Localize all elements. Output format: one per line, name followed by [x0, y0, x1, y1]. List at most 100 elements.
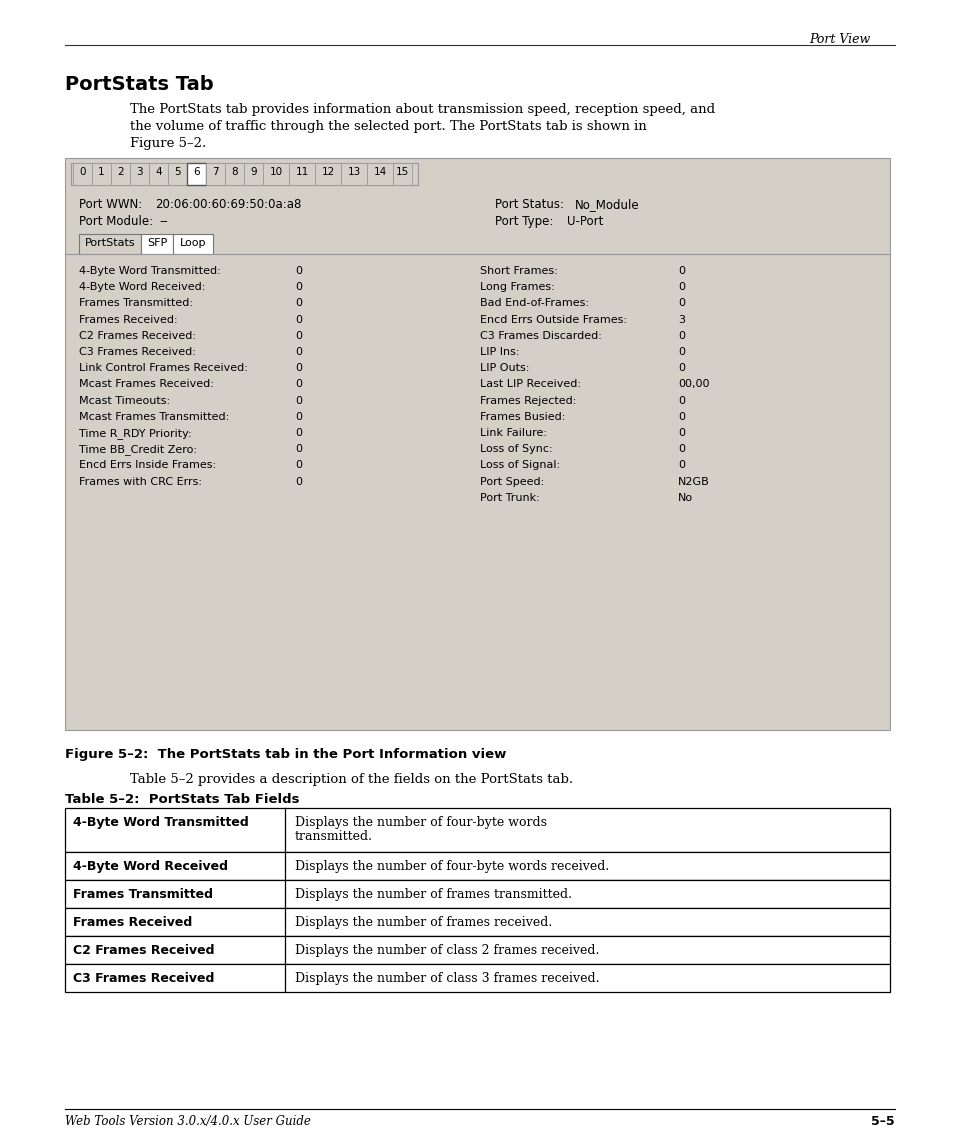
Text: 4-Byte Word Transmitted: 4-Byte Word Transmitted [73, 816, 249, 829]
Text: Frames Transmitted: Frames Transmitted [73, 889, 213, 901]
Text: PortStats Tab: PortStats Tab [65, 76, 213, 94]
Text: 1: 1 [98, 167, 105, 177]
Text: 0: 0 [294, 266, 302, 276]
Text: 0: 0 [294, 428, 302, 439]
Text: the volume of traffic through the selected port. The PortStats tab is shown in: the volume of traffic through the select… [130, 120, 646, 133]
Text: Time R_RDY Priority:: Time R_RDY Priority: [79, 428, 192, 439]
Text: 4-Byte Word Transmitted:: 4-Byte Word Transmitted: [79, 266, 220, 276]
Bar [314, 163, 340, 185]
Bar [172, 234, 213, 254]
Text: 0: 0 [294, 282, 302, 292]
Bar [65, 158, 889, 731]
Bar [65, 935, 889, 964]
Text: LIP Ins:: LIP Ins: [479, 347, 519, 357]
Text: 8: 8 [231, 167, 237, 177]
Text: 20:06:00:60:69:50:0a:a8: 20:06:00:60:69:50:0a:a8 [154, 198, 301, 211]
Bar [65, 964, 889, 992]
Bar [187, 163, 206, 185]
Bar [225, 163, 244, 185]
Text: No_Module: No_Module [575, 198, 639, 211]
Bar [130, 163, 149, 185]
Text: Frames with CRC Errs:: Frames with CRC Errs: [79, 476, 202, 487]
Text: 5: 5 [174, 167, 181, 177]
Text: transmitted.: transmitted. [294, 830, 373, 843]
Text: Mcast Frames Transmitted:: Mcast Frames Transmitted: [79, 412, 229, 421]
Text: 0: 0 [294, 379, 302, 389]
Text: Displays the number of four-byte words received.: Displays the number of four-byte words r… [294, 860, 609, 872]
Text: Frames Received: Frames Received [73, 916, 193, 929]
Text: The PortStats tab provides information about transmission speed, reception speed: The PortStats tab provides information a… [130, 103, 715, 116]
Text: 0: 0 [294, 460, 302, 471]
Text: 3: 3 [678, 315, 684, 324]
Text: Long Frames:: Long Frames: [479, 282, 554, 292]
Text: Mcast Frames Received:: Mcast Frames Received: [79, 379, 213, 389]
Text: Port Type:: Port Type: [495, 215, 553, 228]
Text: Frames Received:: Frames Received: [79, 315, 177, 324]
Text: 0: 0 [678, 331, 684, 341]
Text: Displays the number of frames received.: Displays the number of frames received. [294, 916, 552, 929]
Bar [289, 163, 314, 185]
Text: PortStats: PortStats [85, 238, 135, 248]
Bar [79, 234, 141, 254]
Bar [141, 234, 172, 254]
Text: C2 Frames Received: C2 Frames Received [73, 943, 214, 957]
Text: 2: 2 [117, 167, 124, 177]
Bar [244, 163, 263, 185]
Text: C3 Frames Received:: C3 Frames Received: [79, 347, 195, 357]
Text: Table 5–2:  PortStats Tab Fields: Table 5–2: PortStats Tab Fields [65, 793, 299, 806]
Text: 0: 0 [294, 363, 302, 373]
Text: 00,00: 00,00 [678, 379, 709, 389]
Text: 7: 7 [212, 167, 218, 177]
Text: Displays the number of class 2 frames received.: Displays the number of class 2 frames re… [294, 943, 598, 957]
Bar [340, 163, 367, 185]
Text: Displays the number of four-byte words: Displays the number of four-byte words [294, 816, 546, 829]
Text: C3 Frames Received: C3 Frames Received [73, 972, 214, 985]
Text: Port View: Port View [808, 33, 869, 46]
Text: 13: 13 [347, 167, 360, 177]
Text: LIP Outs:: LIP Outs: [479, 363, 529, 373]
Text: 4-Byte Word Received:: 4-Byte Word Received: [79, 282, 205, 292]
Text: U-Port: U-Port [566, 215, 602, 228]
Text: 0: 0 [678, 363, 684, 373]
Text: 15: 15 [395, 167, 409, 177]
Text: Web Tools Version 3.0.x/4.0.x User Guide: Web Tools Version 3.0.x/4.0.x User Guide [65, 1115, 311, 1128]
Text: Port WWN:: Port WWN: [79, 198, 142, 211]
Text: 0: 0 [678, 299, 684, 308]
Text: 0: 0 [678, 460, 684, 471]
Text: 0: 0 [678, 396, 684, 405]
Text: Port Module:: Port Module: [79, 215, 153, 228]
Bar [111, 163, 130, 185]
Text: 4-Byte Word Received: 4-Byte Word Received [73, 860, 228, 872]
Text: 0: 0 [678, 428, 684, 439]
Text: 14: 14 [373, 167, 386, 177]
Text: Link Failure:: Link Failure: [479, 428, 546, 439]
Bar [71, 163, 417, 185]
Text: Port Speed:: Port Speed: [479, 476, 543, 487]
Text: Figure 5–2.: Figure 5–2. [130, 137, 206, 150]
Text: 9: 9 [250, 167, 256, 177]
Text: Loss of Sync:: Loss of Sync: [479, 444, 552, 455]
Text: Mcast Timeouts:: Mcast Timeouts: [79, 396, 170, 405]
Bar [65, 852, 889, 881]
Text: 12: 12 [321, 167, 335, 177]
Text: 5–5: 5–5 [870, 1115, 894, 1128]
Text: C3 Frames Discarded:: C3 Frames Discarded: [479, 331, 601, 341]
Text: Link Control Frames Received:: Link Control Frames Received: [79, 363, 248, 373]
Bar [91, 163, 111, 185]
Text: Frames Busied:: Frames Busied: [479, 412, 565, 421]
Bar [393, 163, 412, 185]
Text: 4: 4 [155, 167, 162, 177]
Text: Time BB_Credit Zero:: Time BB_Credit Zero: [79, 444, 196, 455]
Text: Port Trunk:: Port Trunk: [479, 492, 539, 503]
Text: Short Frames:: Short Frames: [479, 266, 558, 276]
Text: Encd Errs Inside Frames:: Encd Errs Inside Frames: [79, 460, 216, 471]
Text: 3: 3 [136, 167, 143, 177]
Bar [65, 808, 889, 852]
Text: Frames Transmitted:: Frames Transmitted: [79, 299, 193, 308]
Text: Port Status:: Port Status: [495, 198, 563, 211]
Text: 0: 0 [294, 396, 302, 405]
Text: 0: 0 [294, 412, 302, 421]
Text: 0: 0 [294, 299, 302, 308]
Text: SFP: SFP [147, 238, 167, 248]
Text: 10: 10 [269, 167, 282, 177]
